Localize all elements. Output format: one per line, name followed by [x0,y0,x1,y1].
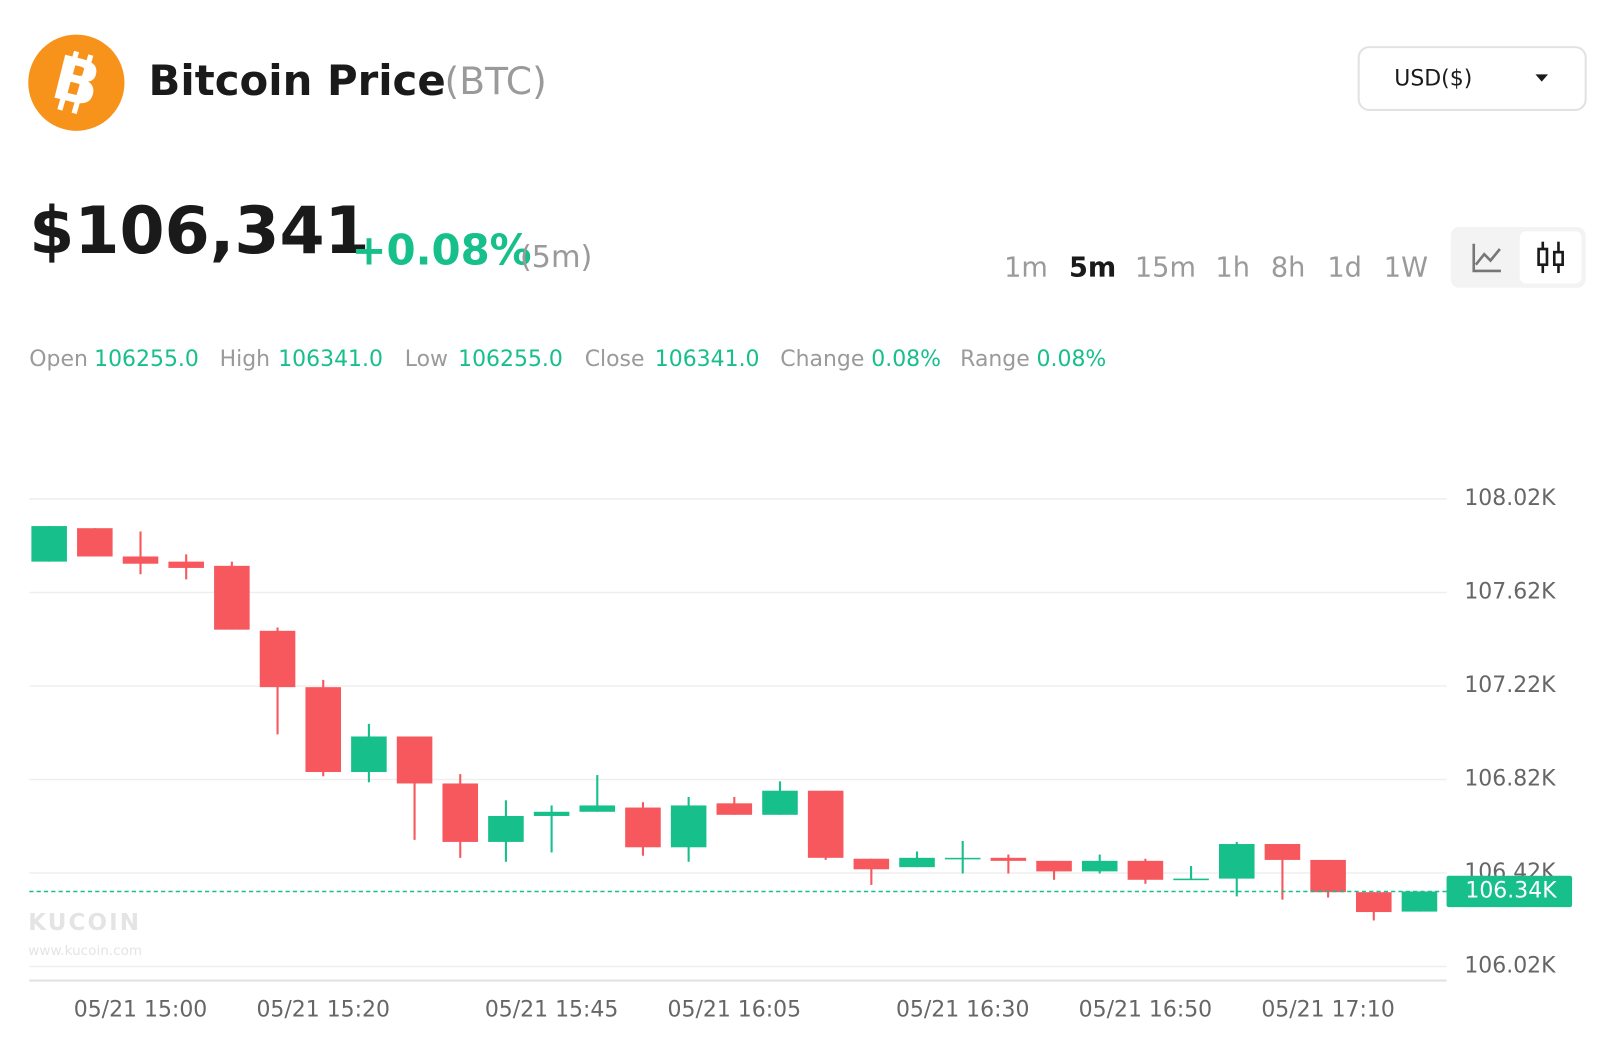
interval-button[interactable]: 1h [1215,252,1250,283]
interval-button[interactable]: 1m [1004,252,1048,283]
candle-body [396,736,433,784]
stat-value: 0.08% [1037,347,1107,372]
x-tick-label: 05/21 15:45 [485,997,619,1022]
candle-body [442,783,479,842]
stat-label: High [220,347,270,372]
stat-value: 106341.0 [278,347,383,372]
candle-body [533,811,570,816]
candle-body [1310,859,1346,893]
last-price-tag [1446,875,1573,908]
candle-body [1036,860,1072,872]
candle-body [1173,878,1209,881]
candle-body [488,815,524,842]
candle-body [351,736,387,773]
candle-body [899,857,935,868]
candle-view-button[interactable] [1519,231,1582,284]
currency-dropdown[interactable] [1357,46,1587,111]
candle-body [1127,860,1164,880]
candle-body [1218,844,1255,879]
stat-label: Low [405,347,448,372]
candle-body [259,630,296,688]
interval-button[interactable]: 5m [1069,252,1116,283]
candle-body [31,526,67,562]
candle-body [944,857,981,860]
watermark-url: www.kucoin.com [28,943,142,959]
y-tick-label: 108.02K [1464,486,1556,511]
candle-body [168,561,204,568]
interval-button[interactable]: 8h [1271,252,1306,283]
candle-body [670,805,707,848]
candle-body [625,807,661,848]
symbol: (BTC) [445,59,547,103]
x-tick-label: 05/21 16:05 [668,997,802,1022]
candle-body [1264,844,1301,860]
dropdown-arrow [1535,74,1549,82]
interval-button[interactable]: 1W [1384,252,1428,283]
candle-body [716,803,753,815]
x-tick-label: 05/21 16:30 [896,997,1030,1022]
title: Bitcoin Price [149,56,446,105]
last-price-label: 106.34K [1465,878,1557,903]
candle-body [77,528,113,557]
interval-button[interactable]: 15m [1135,252,1196,283]
price: $106,341 [29,194,369,269]
currency-label: USD($) [1394,67,1472,92]
y-tick-label: 107.62K [1464,579,1556,604]
stat-value: 106341.0 [655,347,760,372]
stat-value: 106255.0 [94,347,199,372]
candle-icon [1537,241,1564,274]
y-tick-label: 107.22K [1464,673,1556,698]
candle-body [1356,892,1392,913]
bitcoin-logo: B [28,34,125,131]
line-view-button[interactable] [1472,243,1501,273]
x-tick-label: 05/21 15:00 [74,997,208,1022]
stat-label: Close [585,347,645,372]
change-period: (5m) [520,240,593,275]
candle-body [1401,891,1438,912]
candle-body [807,790,844,858]
candle-body [305,687,342,773]
candle-body [1081,860,1118,872]
y-tick-label: 106.02K [1464,954,1556,979]
candle-body [214,565,250,630]
y-tick-label: 106.82K [1464,766,1556,791]
candle-body [762,790,798,815]
x-tick-label: 05/21 16:50 [1079,997,1213,1022]
stat-value: 0.08% [871,347,941,372]
watermark-brand: KUCOIN [28,910,141,936]
candle-body [579,805,616,812]
x-tick-label: 05/21 17:10 [1261,997,1395,1022]
stat-label: Change [780,347,864,372]
stat-value: 106255.0 [458,347,563,372]
candle-body [990,857,1027,861]
price-change: +0.08% [351,226,531,275]
candle-body [853,858,890,870]
stat-label: Range [960,347,1030,372]
interval-button[interactable]: 1d [1327,252,1362,283]
x-tick-label: 05/21 15:20 [256,997,390,1022]
candle-body [122,556,159,564]
stat-label: Open [29,347,88,372]
